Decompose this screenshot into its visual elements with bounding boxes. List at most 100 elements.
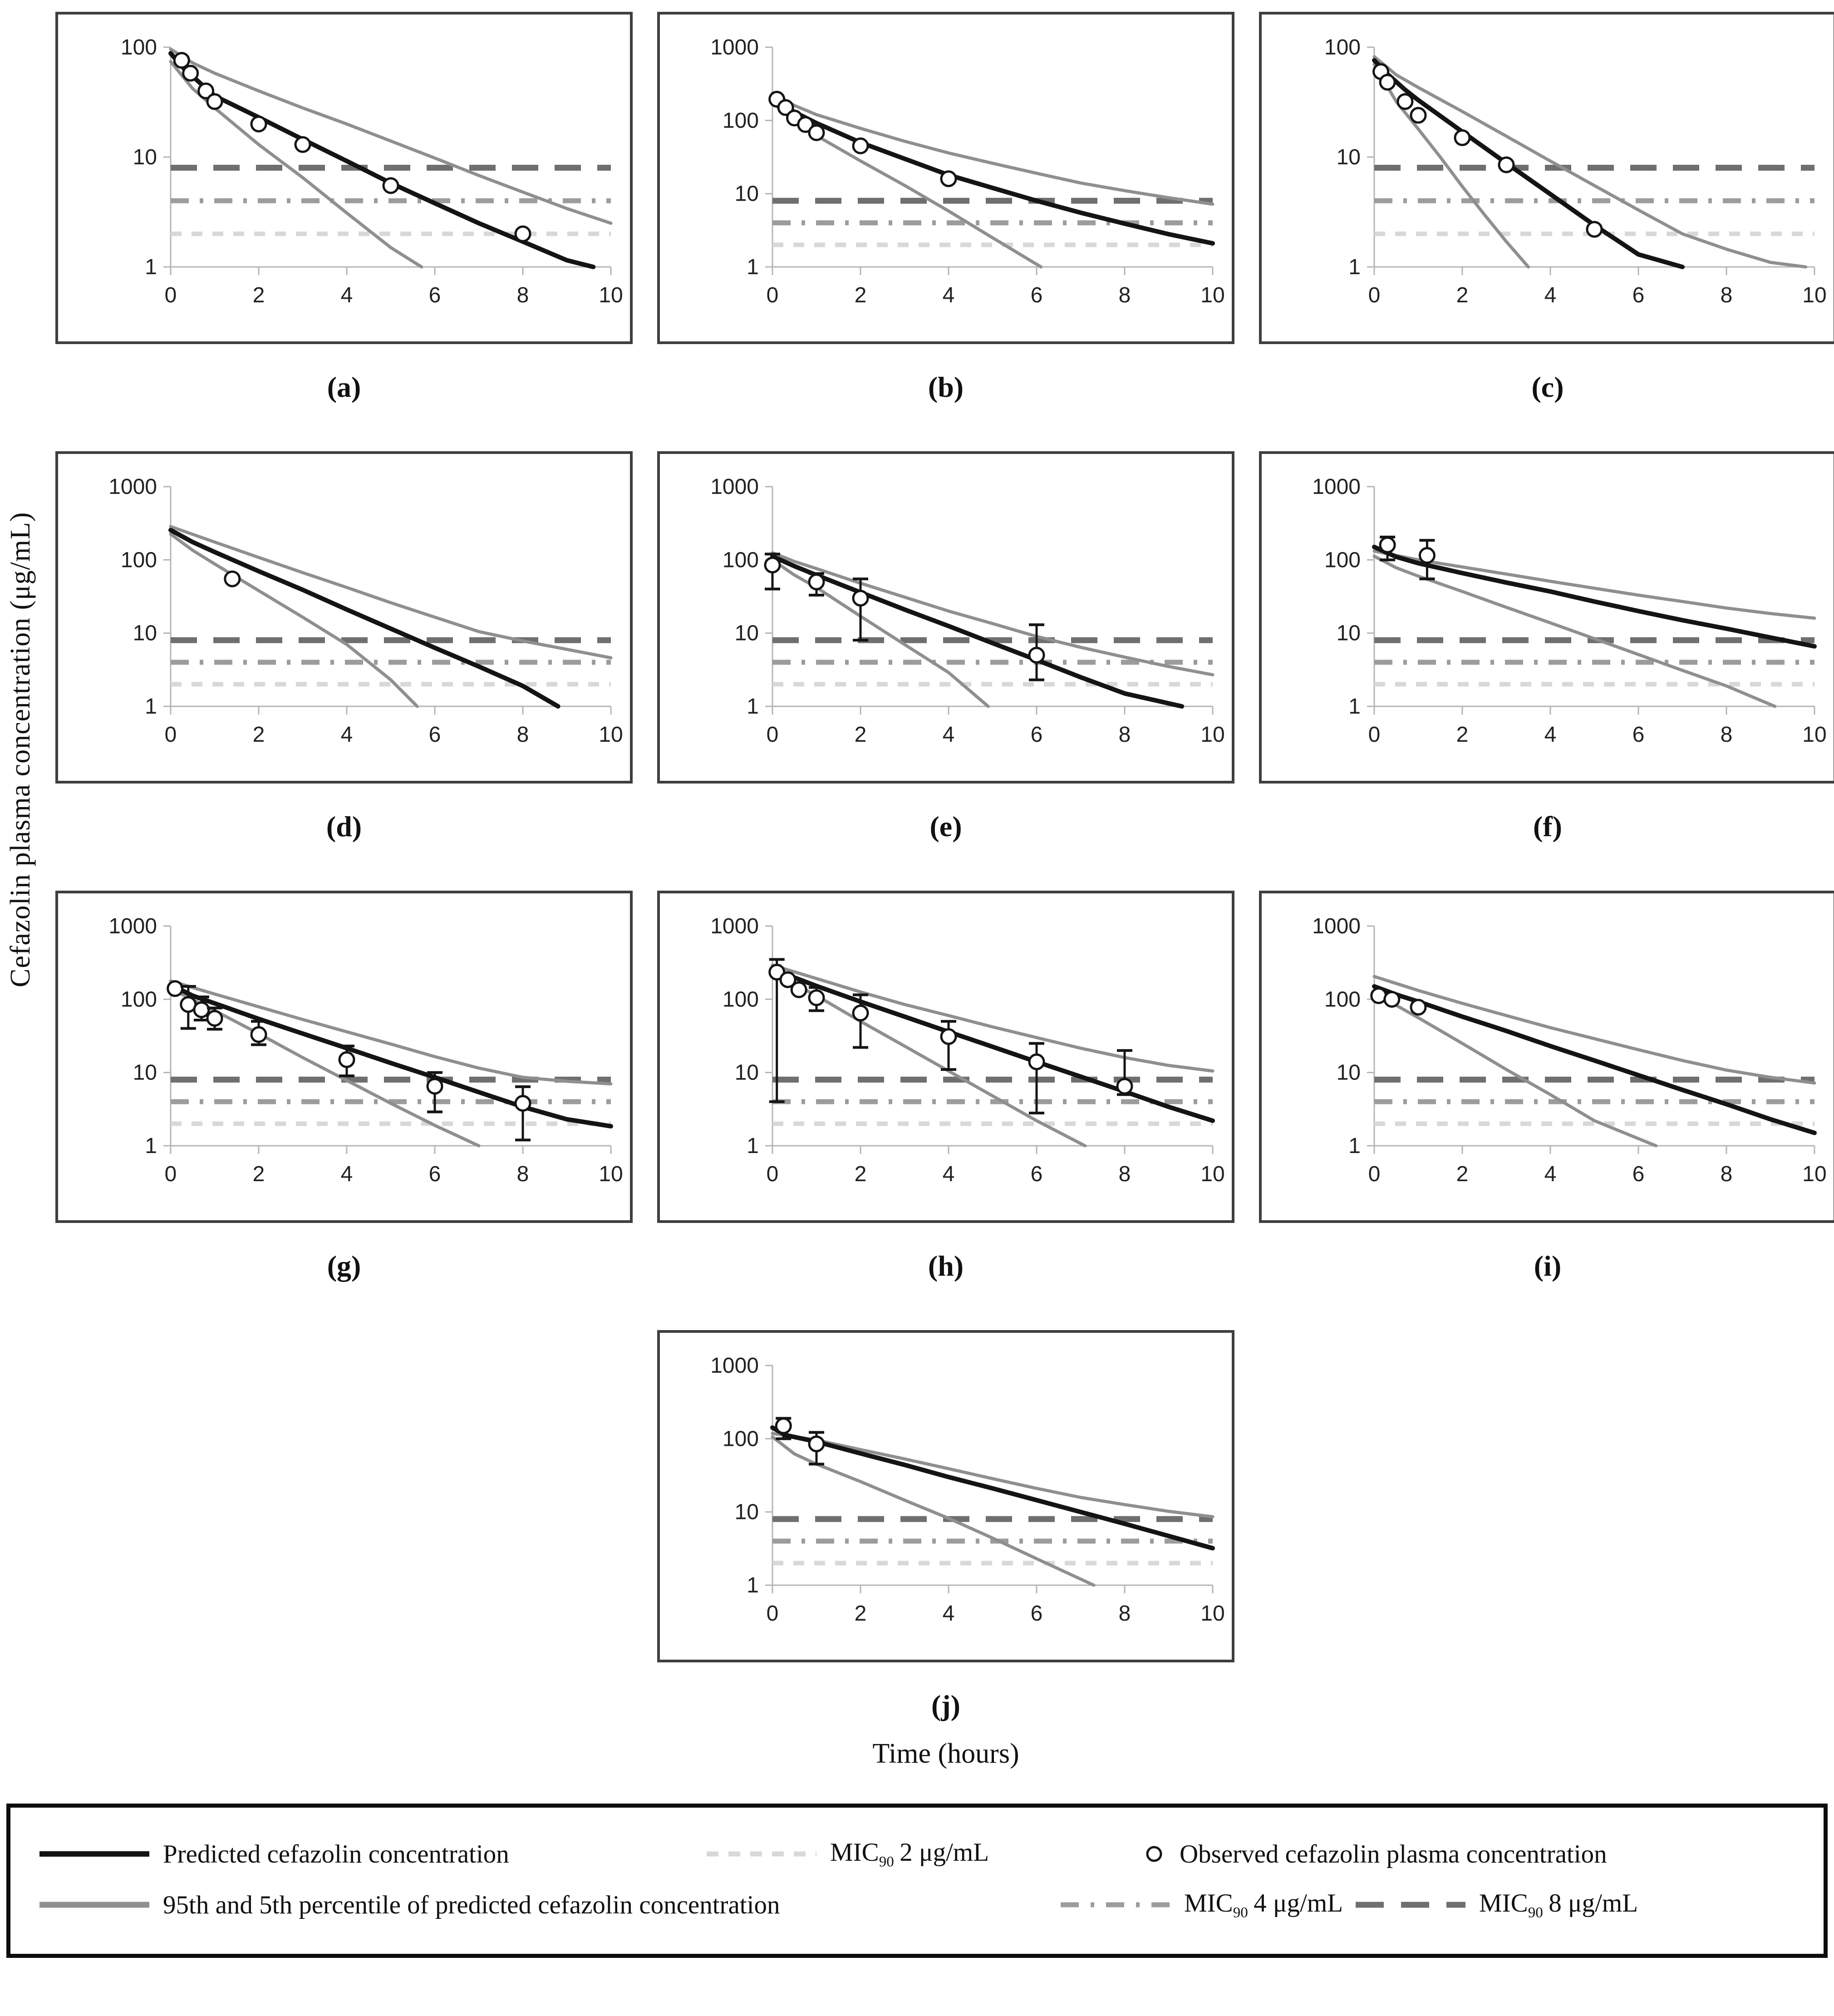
mic4-line-swatch <box>1061 1902 1170 1908</box>
observed-point <box>940 1028 957 1045</box>
predicted-line-swatch <box>39 1851 149 1857</box>
x-tick-label: 0 <box>1368 283 1381 307</box>
x-tick-label: 8 <box>517 283 529 307</box>
x-tick-label: 10 <box>599 283 623 307</box>
predicted-line <box>1372 544 1817 649</box>
x-tick-label: 2 <box>1456 1162 1469 1186</box>
observed-point <box>426 1078 443 1095</box>
y-tick-label: 1000 <box>108 914 157 938</box>
x-tick-label: 2 <box>855 1162 867 1186</box>
panel-caption: (h) <box>928 1250 964 1282</box>
observed-point <box>514 225 531 242</box>
legend-item-mic8: MIC90 8 μg/mL <box>1354 1888 1638 1921</box>
observed-point <box>764 557 781 574</box>
observed-point <box>1396 93 1414 110</box>
panel-caption: (c) <box>1531 371 1564 403</box>
y-tick-label: 1 <box>1348 695 1361 719</box>
y-tick-label: 100 <box>1324 987 1361 1011</box>
y-tick-label: 1 <box>1348 255 1361 279</box>
x-tick-label: 10 <box>1802 723 1826 747</box>
panel-a: 1 10 100 0 2 4 6 8 10 (a) <box>55 12 633 404</box>
observed-point <box>808 1435 825 1453</box>
observed-point <box>338 1051 355 1068</box>
mic8-line-swatch <box>1356 1902 1465 1908</box>
observed-point <box>852 590 869 607</box>
y-tick-label: 1 <box>1348 1134 1361 1158</box>
observed-point <box>775 1417 792 1434</box>
x-tick-label: 0 <box>165 1162 177 1186</box>
x-tick-label: 2 <box>855 1602 867 1626</box>
chart-canvas: 1 10 100 1000 0 2 4 6 8 10 <box>1312 475 1826 747</box>
p5-line <box>169 532 419 708</box>
observed-point <box>1586 221 1603 238</box>
observed-point <box>294 136 311 153</box>
predicted-line <box>1372 984 1817 1135</box>
observed-point <box>777 99 794 116</box>
predicted-line <box>770 1425 1215 1551</box>
chart-canvas: 1 10 100 1000 0 2 4 6 8 10 <box>1312 914 1826 1186</box>
y-tick-label: 1000 <box>108 475 157 499</box>
x-tick-label: 8 <box>1721 283 1733 307</box>
y-tick-label: 1000 <box>710 35 759 59</box>
observed-point <box>250 115 267 133</box>
chart-canvas: 1 10 100 1000 0 2 4 6 8 10 <box>108 475 623 747</box>
observed-point <box>808 989 825 1006</box>
legend-item-observed: Observed cefazolin plasma concentration <box>1141 1839 1607 1869</box>
y-tick-label: 1 <box>747 695 759 719</box>
panel-caption: (j) <box>931 1689 960 1721</box>
y-tick-label: 1000 <box>710 1354 759 1378</box>
x-tick-label: 6 <box>1632 1162 1645 1186</box>
p95-line <box>169 979 613 1086</box>
observed-point <box>206 1010 223 1027</box>
observed-point <box>852 1005 869 1022</box>
panel-d: 1 10 100 1000 0 2 4 6 8 10 (d) <box>55 451 633 843</box>
panel-caption: (a) <box>327 371 361 403</box>
x-tick-label: 4 <box>943 1162 955 1186</box>
x-tick-label: 4 <box>341 1162 353 1186</box>
chart-canvas: 1 10 100 1000 0 2 4 6 8 10 <box>710 475 1224 747</box>
y-tick-label: 1 <box>747 255 759 279</box>
legend-label: MIC90 8 μg/mL <box>1479 1888 1638 1921</box>
observed-point <box>193 1001 210 1018</box>
panel-frame: 1 10 100 1000 0 2 4 6 8 10 <box>657 891 1234 1223</box>
panel-b: 1 10 100 1000 0 2 4 6 8 10 (b) <box>657 12 1234 404</box>
panel-g: 1 10 100 1000 0 2 4 6 8 10 (g) <box>55 891 633 1283</box>
y-tick-label: 10 <box>133 1061 157 1085</box>
percentile-line-swatch <box>39 1902 149 1908</box>
y-tick-label: 100 <box>723 108 759 133</box>
panel-caption: (i) <box>1534 1250 1562 1282</box>
y-tick-label: 100 <box>121 548 157 572</box>
observed-point-swatch <box>1146 1846 1162 1862</box>
p5-line <box>169 60 423 269</box>
y-tick-label: 10 <box>735 182 759 206</box>
y-tick-label: 100 <box>121 35 157 59</box>
observed-point <box>1379 74 1396 91</box>
panel-f: 1 10 100 1000 0 2 4 6 8 10 (f) <box>1259 451 1834 843</box>
y-tick-label: 10 <box>1337 145 1361 169</box>
x-tick-label: 6 <box>1031 1602 1043 1626</box>
panel-caption: (b) <box>928 371 964 403</box>
observed-point <box>1383 991 1401 1008</box>
x-tick-label: 10 <box>599 1162 623 1186</box>
x-tick-label: 6 <box>429 283 441 307</box>
chart-canvas: 1 10 100 1000 0 2 4 6 8 10 <box>710 35 1224 307</box>
y-axis-title: Cefazolin plasma concentration (μg/mL) <box>5 512 36 987</box>
observed-point <box>382 177 399 194</box>
y-tick-label: 1 <box>747 1134 759 1158</box>
p95-line <box>1372 549 1816 620</box>
x-tick-label: 6 <box>1031 723 1043 747</box>
legend-item-mic4: MIC90 4 μg/mL <box>1059 1888 1354 1921</box>
predicted-line <box>168 982 613 1129</box>
x-tick-label: 4 <box>943 1602 955 1626</box>
panel-caption: (g) <box>327 1250 361 1282</box>
legend-label: MIC90 2 μg/mL <box>830 1838 989 1870</box>
x-tick-label: 8 <box>1119 723 1131 747</box>
y-tick-label: 100 <box>1324 548 1361 572</box>
x-tick-label: 2 <box>855 283 867 307</box>
x-tick-label: 0 <box>1368 1162 1381 1186</box>
panels-grid: 1 10 100 0 2 4 6 8 10 (a) 1 10 100 1000 0 2 4 6 8 10 (b) … <box>55 12 1834 1722</box>
mic2-line-swatch <box>707 1851 816 1857</box>
x-tick-label: 0 <box>767 723 779 747</box>
observed-point <box>790 981 807 998</box>
observed-point <box>1028 646 1045 664</box>
